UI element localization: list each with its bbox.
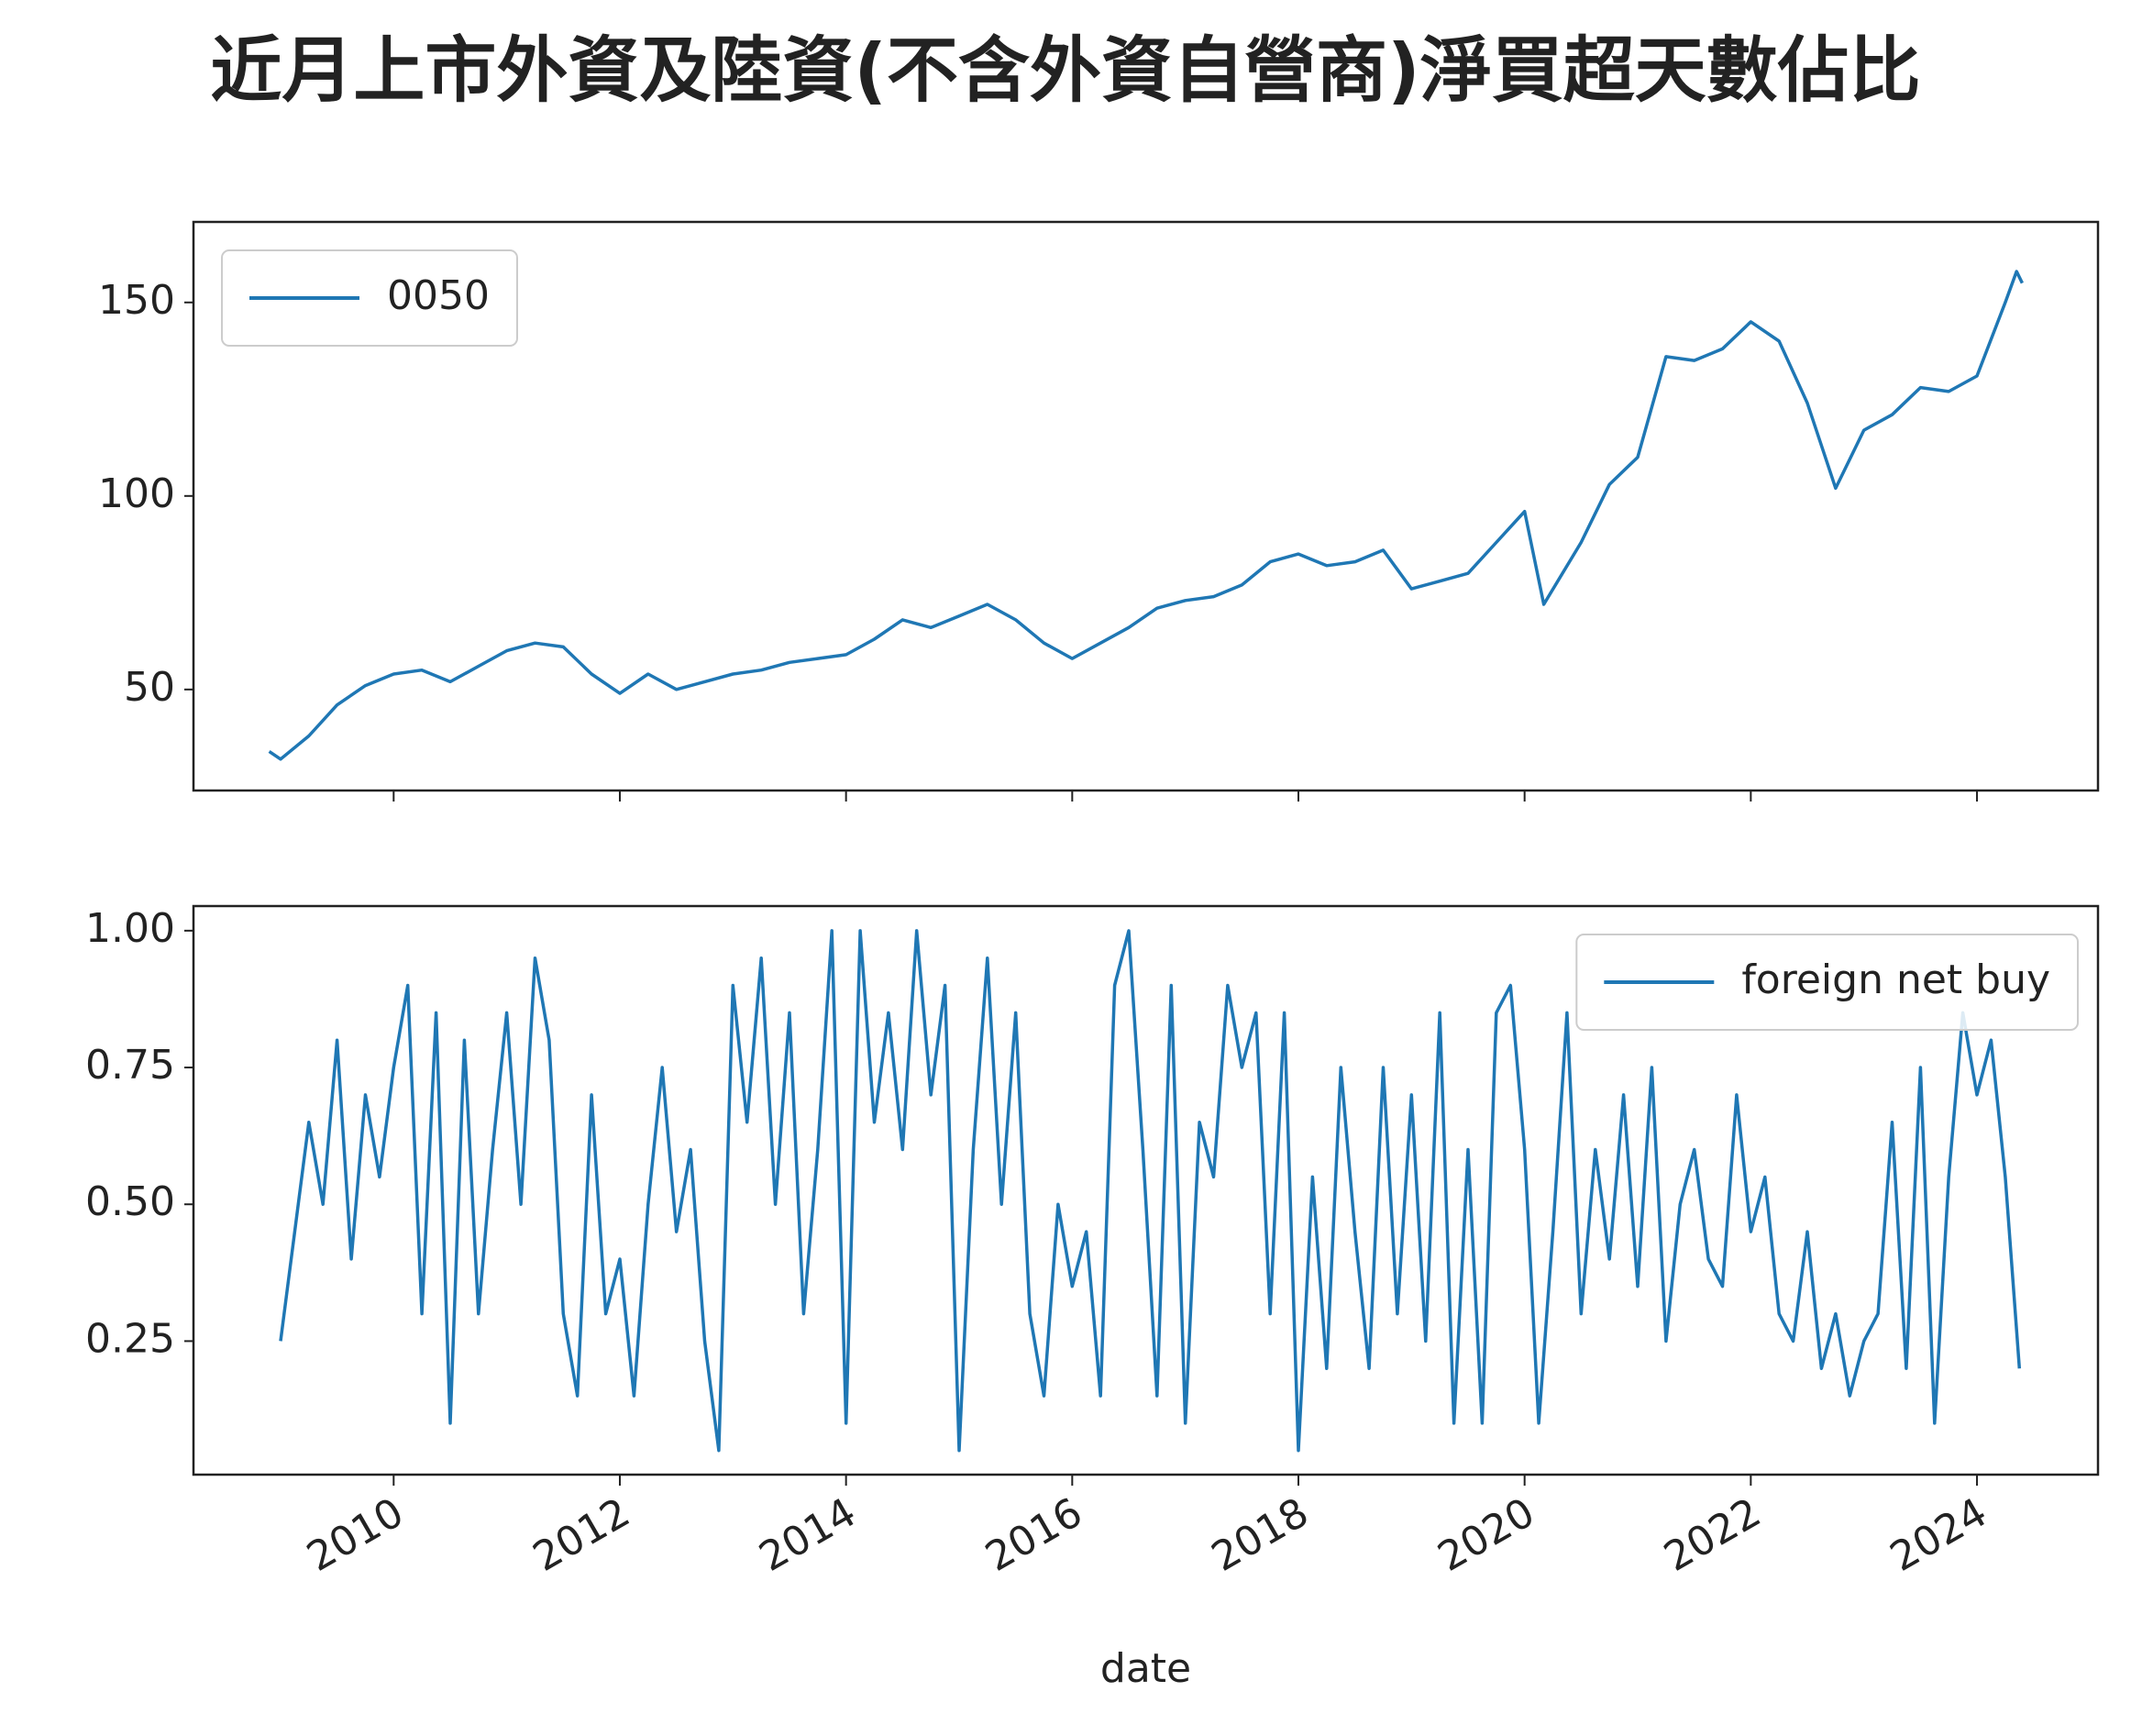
x-tick-label: 2024	[1883, 1489, 1994, 1581]
x-axis-label: date	[1100, 1645, 1191, 1692]
plot-frame	[192, 220, 2100, 792]
x-tick-label: 2016	[977, 1489, 1089, 1581]
y-tick-label: 1.00	[85, 905, 175, 952]
x-tick-label: 2018	[1204, 1489, 1316, 1581]
y-tick-label: 50	[124, 664, 175, 711]
x-tick-label: 2012	[525, 1489, 637, 1581]
x-tick-label: 2010	[299, 1489, 411, 1581]
y-tick-label: 0.25	[85, 1315, 175, 1362]
series-line	[279, 929, 2022, 1453]
y-tick-label: 0.50	[85, 1178, 175, 1225]
y-tick-label: 0.75	[85, 1042, 175, 1089]
legend-label: foreign net buy	[1741, 956, 2050, 1003]
figure-title: 近月上市外資及陸資(不含外資自營商)淨買超天數佔比	[210, 29, 1920, 112]
legend-label: 0050	[387, 272, 490, 319]
y-tick-label: 150	[98, 277, 175, 324]
plot-frame	[192, 904, 2100, 1476]
legend-box	[221, 249, 518, 347]
legend-box	[1575, 934, 2079, 1031]
x-tick-label: 2022	[1656, 1489, 1768, 1581]
series-line	[268, 270, 2024, 761]
x-tick-label: 2020	[1430, 1489, 1542, 1581]
x-tick-label: 2014	[752, 1489, 864, 1581]
y-tick-label: 100	[98, 470, 175, 517]
